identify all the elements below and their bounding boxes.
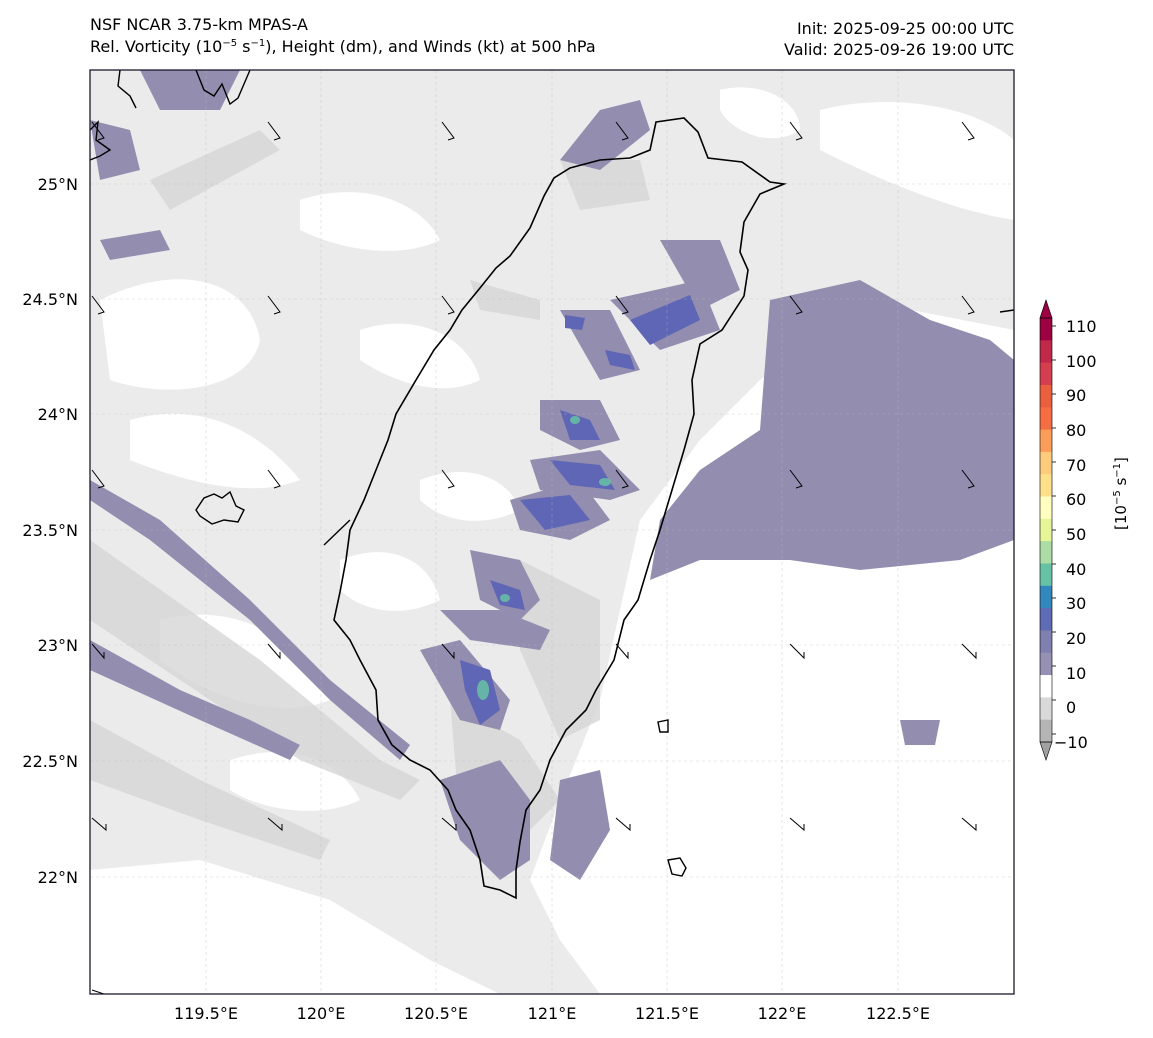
lat-tick-label: 22.5°N	[22, 752, 78, 771]
init-time: Init: 2025-09-25 00:00 UTC	[796, 19, 1014, 38]
taiwan-coastline	[333, 117, 787, 900]
colorbar-extend-max	[1039, 299, 1053, 319]
colorbar-segment	[1040, 585, 1052, 609]
map-border	[89, 69, 1015, 995]
lat-tick-label: 24.5°N	[22, 290, 78, 309]
colorbar-segment	[1040, 630, 1052, 654]
colorbar-label: [10−5 s−1]	[1112, 457, 1130, 530]
lon-tick-label: 122.5°E	[866, 1004, 930, 1023]
coastline-fragment	[323, 519, 351, 546]
island-ludao	[657, 719, 669, 733]
colorbar-tick: 50	[1066, 525, 1086, 544]
colorbar-tick: 10	[1066, 664, 1086, 683]
colorbar-tick: 110	[1066, 317, 1097, 336]
colorbar-segment	[1040, 563, 1052, 587]
colorbar-segment	[1040, 362, 1052, 386]
chart-title: NSF NCAR 3.75-km MPAS-A Rel. Vorticity (…	[90, 14, 596, 58]
model-name: NSF NCAR 3.75-km MPAS-A	[90, 15, 308, 34]
colorbar-tick: 70	[1066, 456, 1086, 475]
colorbar-segment	[1040, 675, 1052, 698]
colorbar-tick: 90	[1066, 386, 1086, 405]
lat-tick-label: 23.5°N	[22, 521, 78, 540]
colorbar-tick: 20	[1066, 629, 1086, 648]
gridlines	[90, 70, 1014, 994]
lon-tick-label: 121°E	[528, 1004, 577, 1023]
time-info: Init: 2025-09-25 00:00 UTC Valid: 2025-0…	[784, 18, 1014, 60]
valid-time: Valid: 2025-09-26 19:00 UTC	[783, 40, 1014, 59]
colorbar-tick: 80	[1066, 421, 1086, 440]
colorbar-segment	[1040, 719, 1052, 743]
colorbar-tick: 100	[1066, 352, 1097, 371]
lat-tick-label: 22°N	[38, 868, 78, 887]
lat-tick-label: 25°N	[38, 175, 78, 194]
colorbar-segment	[1040, 541, 1052, 564]
colorbar-segment	[1040, 474, 1052, 498]
colorbar-tick-labels: 110 100 90 80 70 60 50 40 30 20 10 0 −10	[1054, 317, 1097, 752]
colorbar	[1039, 299, 1056, 761]
colorbar-tick: 30	[1066, 594, 1086, 613]
map-panel	[90, 70, 1014, 994]
lon-tick-label: 120°E	[297, 1004, 346, 1023]
colorbar-segment	[1040, 697, 1052, 721]
penghu-islands	[195, 490, 245, 525]
colorbar-segment	[1040, 451, 1052, 475]
longitude-labels: 119.5°E 120°E 120.5°E 121°E 121.5°E 122°…	[174, 1004, 930, 1023]
island-lanyu	[667, 857, 687, 877]
colorbar-tick: 60	[1066, 490, 1086, 509]
lon-tick-label: 119.5°E	[174, 1004, 238, 1023]
colorbar-tick: 0	[1066, 698, 1076, 717]
colorbar-segment	[1040, 608, 1052, 631]
lon-tick-label: 120.5°E	[404, 1004, 468, 1023]
colorbar-tick: 40	[1066, 560, 1086, 579]
colorbar-segment	[1040, 384, 1052, 408]
colorbar-extend-min	[1039, 741, 1053, 761]
colorbar-segment	[1040, 496, 1052, 520]
wind-barbs	[91, 121, 977, 994]
field-description: Rel. Vorticity (10−5 s−1), Height (dm), …	[90, 37, 596, 56]
strong-vorticity-cores	[460, 295, 700, 725]
peak-vorticity	[477, 416, 611, 700]
latitude-labels: 25°N 24.5°N 24°N 23.5°N 23°N 22.5°N 22°N	[22, 175, 78, 887]
lat-tick-label: 23°N	[38, 636, 78, 655]
colorbar-segment	[1040, 318, 1052, 341]
lat-tick-label: 24°N	[38, 405, 78, 424]
colorbar-segment	[1040, 652, 1052, 676]
colorbar-segment	[1040, 340, 1052, 364]
positive-vorticity-areas	[90, 70, 1014, 880]
colorbar-segment	[1040, 518, 1052, 542]
china-coastline	[90, 70, 1014, 313]
colorbar-segment	[1040, 429, 1052, 453]
lon-tick-label: 121.5°E	[635, 1004, 699, 1023]
colorbar-tick: −10	[1054, 733, 1088, 752]
lon-tick-label: 122°E	[758, 1004, 807, 1023]
colorbar-segment	[1040, 407, 1052, 431]
